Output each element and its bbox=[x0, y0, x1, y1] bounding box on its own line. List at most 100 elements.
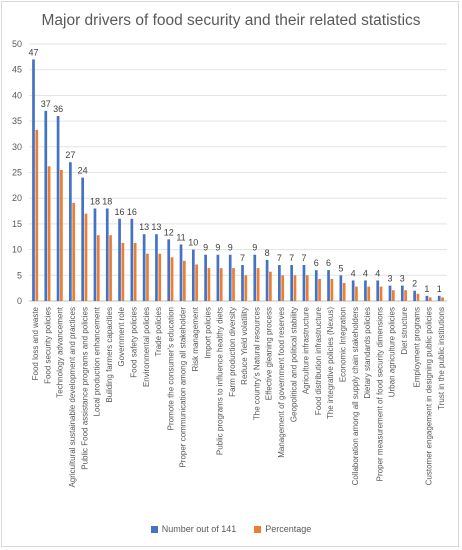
x-tick-label: Geopolitical and political stability bbox=[289, 307, 298, 422]
data-label: 4 bbox=[375, 268, 380, 278]
data-label: 4 bbox=[351, 268, 356, 278]
bar-number bbox=[93, 208, 97, 301]
bar-number bbox=[278, 265, 281, 301]
bar-number bbox=[290, 265, 294, 301]
bar-percentage bbox=[404, 290, 407, 301]
bar-percentage bbox=[318, 278, 321, 301]
x-axis-labels: Food loss and waste Food security policie… bbox=[31, 306, 446, 487]
bar-number bbox=[105, 208, 109, 301]
bar-number bbox=[69, 162, 72, 301]
gridlines bbox=[29, 43, 447, 302]
x-tick-label: Food security policies bbox=[43, 307, 52, 384]
bar-number bbox=[314, 270, 318, 301]
legend-label-number: Number out of 141 bbox=[161, 524, 237, 534]
data-label: 47 bbox=[28, 47, 38, 57]
x-tick-label: Reduce Yield volatility bbox=[240, 307, 249, 385]
bar-percentage bbox=[84, 213, 88, 301]
bar-number bbox=[376, 280, 380, 301]
x-tick-label: Building farmers capacities bbox=[105, 307, 114, 403]
bar-number bbox=[130, 218, 134, 301]
x-tick-label: Technology advancement bbox=[56, 306, 65, 398]
bar-number bbox=[413, 290, 416, 301]
bar-percentage bbox=[195, 264, 198, 301]
y-tick-label: 35 bbox=[12, 116, 22, 126]
y-tick-label: 5 bbox=[17, 270, 22, 280]
bar-percentage bbox=[305, 275, 309, 301]
data-label: 10 bbox=[188, 238, 198, 248]
data-label: 37 bbox=[41, 99, 51, 109]
x-tick-label: Public programs to influence healthy die… bbox=[216, 307, 225, 455]
data-label: 9 bbox=[203, 243, 208, 253]
bar-percentage bbox=[269, 271, 272, 301]
y-tick-label: 25 bbox=[12, 168, 22, 178]
data-label: 6 bbox=[326, 258, 331, 268]
bar-percentage bbox=[72, 202, 76, 301]
y-tick-label: 40 bbox=[12, 90, 22, 100]
bar-number bbox=[241, 265, 244, 301]
bar-percentage bbox=[207, 268, 211, 301]
x-tick-label: Import policies bbox=[203, 307, 212, 359]
bar-percentage bbox=[367, 286, 371, 301]
legend-item-percentage: Percentage bbox=[254, 524, 311, 534]
bar-number bbox=[351, 280, 355, 301]
data-label: 1 bbox=[424, 284, 429, 294]
bar-number bbox=[216, 254, 220, 301]
data-label: 9 bbox=[228, 243, 233, 253]
bar-number bbox=[388, 285, 392, 301]
data-label: 16 bbox=[115, 207, 125, 217]
x-tick-label: Employment programs bbox=[412, 307, 421, 387]
data-label: 24 bbox=[78, 166, 88, 176]
bar-number bbox=[179, 244, 183, 301]
x-tick-label: Food safety policies bbox=[130, 307, 139, 378]
bar-number bbox=[155, 234, 158, 301]
bar-percentage bbox=[35, 129, 39, 301]
bar-number bbox=[425, 295, 429, 301]
y-tick-label: 50 bbox=[12, 39, 22, 49]
bar-number bbox=[44, 110, 48, 301]
x-tick-label: Farm production diversity bbox=[228, 307, 237, 397]
bar-number bbox=[56, 115, 60, 302]
data-label: 27 bbox=[65, 150, 75, 160]
x-tick-label: Government role bbox=[117, 306, 126, 366]
y-tick-label: 10 bbox=[12, 245, 22, 255]
legend-swatch-percentage bbox=[254, 525, 262, 533]
bar-number bbox=[118, 218, 121, 301]
bar-percentage bbox=[121, 242, 125, 301]
data-label: 12 bbox=[164, 227, 174, 237]
legend: Number out of 141 Percentage bbox=[0, 524, 462, 534]
x-tick-label: Customer engagement in designing public … bbox=[425, 307, 434, 485]
bar-percentage bbox=[391, 290, 395, 301]
bar-number bbox=[265, 259, 269, 301]
bar-number bbox=[142, 234, 146, 301]
bar-number bbox=[364, 280, 367, 301]
x-tick-label: Economic Integration bbox=[339, 307, 348, 382]
data-label: 3 bbox=[388, 274, 393, 284]
x-tick-label: Food distribution infrastructure bbox=[314, 306, 323, 415]
data-label: 16 bbox=[127, 207, 137, 217]
bar-number bbox=[204, 254, 207, 301]
y-tick-label: 15 bbox=[12, 219, 22, 229]
bar-percentage bbox=[416, 293, 420, 301]
data-label: 5 bbox=[338, 263, 343, 273]
bar-percentage bbox=[256, 268, 260, 301]
bar-number bbox=[327, 270, 330, 301]
x-tick-label: Agriculture infrastructure bbox=[302, 306, 311, 394]
x-tick-label: Management of government food reserves bbox=[277, 307, 286, 458]
legend-label-percentage: Percentage bbox=[265, 524, 312, 534]
bar-number bbox=[339, 275, 343, 301]
bar-number bbox=[228, 254, 232, 301]
bar-number bbox=[302, 265, 306, 301]
x-tick-label: Urban agriculture policies bbox=[388, 307, 397, 397]
x-tick-label: Promote the consumer's education bbox=[166, 307, 175, 430]
data-label: 13 bbox=[151, 222, 161, 232]
bar-percentage bbox=[441, 297, 444, 301]
x-tick-label: Diet structure bbox=[400, 306, 409, 354]
data-label: 6 bbox=[314, 258, 319, 268]
bar-percentage bbox=[232, 268, 235, 301]
bar-percentage bbox=[330, 278, 334, 301]
bar-number bbox=[253, 254, 257, 301]
bar-percentage bbox=[158, 253, 162, 301]
bar-percentage bbox=[293, 275, 297, 301]
